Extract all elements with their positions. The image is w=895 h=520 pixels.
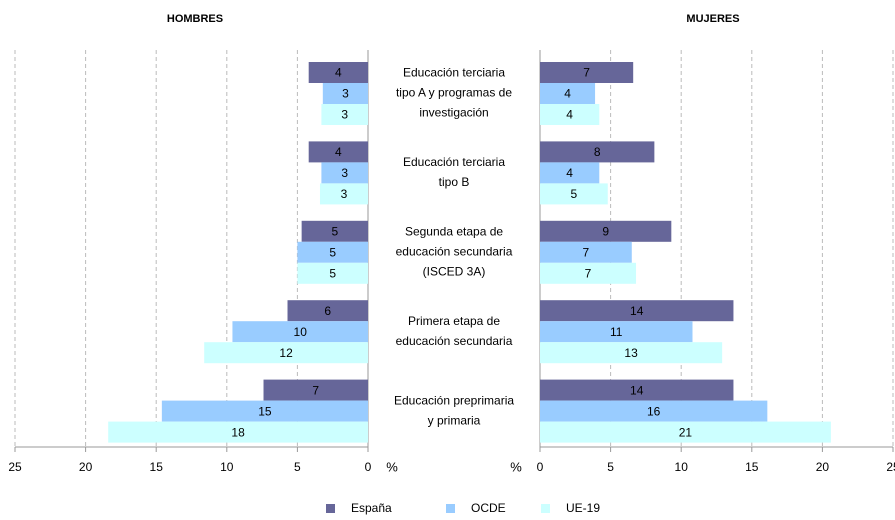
- category-label: Educación preprimaria: [394, 393, 514, 407]
- category-label: Educación terciaria: [403, 66, 505, 80]
- bar: [308, 62, 368, 83]
- value-label: 10: [294, 325, 308, 339]
- bar: [540, 220, 672, 242]
- value-label: 7: [312, 383, 319, 397]
- bar: [308, 141, 368, 163]
- bar: [540, 342, 723, 364]
- bar: [263, 379, 368, 401]
- bar: [301, 220, 368, 242]
- value-label: 14: [630, 383, 644, 397]
- value-label: 13: [624, 346, 638, 360]
- bar: [540, 300, 734, 322]
- category-label: Educación terciaria: [403, 155, 505, 169]
- x-tick-label: 0: [537, 460, 544, 474]
- bar: [540, 400, 768, 422]
- bar: [232, 321, 368, 343]
- bar: [540, 321, 693, 343]
- value-label: 3: [341, 166, 348, 180]
- bar: [540, 421, 831, 443]
- bar: [540, 162, 600, 184]
- value-label: 4: [566, 108, 573, 122]
- bar: [540, 241, 632, 263]
- value-label: 7: [585, 266, 592, 280]
- legend-swatch: [446, 504, 455, 513]
- legend-swatch: [541, 504, 550, 513]
- x-tick-label: 15: [745, 460, 759, 474]
- value-label: 7: [583, 245, 590, 259]
- x-tick-label: 25: [8, 460, 22, 474]
- value-label: 5: [329, 266, 336, 280]
- x-tick-label: 10: [220, 460, 234, 474]
- bar: [540, 262, 637, 284]
- bar: [204, 342, 368, 364]
- category-label: investigación: [419, 106, 488, 120]
- value-label: 15: [258, 404, 272, 418]
- bar: [297, 241, 368, 263]
- bar: [540, 141, 655, 163]
- value-label: 16: [647, 404, 661, 418]
- value-label: 14: [630, 304, 644, 318]
- x-tick-label: 10: [675, 460, 689, 474]
- category-label: educación secundaria: [396, 244, 513, 258]
- value-label: 4: [566, 166, 573, 180]
- bar: [540, 104, 600, 125]
- x-tick-label: 0: [365, 460, 372, 474]
- value-label: 5: [331, 224, 338, 238]
- bar: [540, 379, 734, 401]
- value-label: 4: [564, 87, 571, 101]
- bar: [322, 83, 368, 104]
- bar: [161, 400, 368, 422]
- legend-label: OCDE: [471, 501, 506, 515]
- category-label: (ISCED 3A): [423, 264, 486, 278]
- value-label: 12: [279, 346, 293, 360]
- value-label: 6: [324, 304, 331, 318]
- bar: [540, 62, 634, 83]
- panel-title: MUJERES: [686, 13, 739, 25]
- bar: [540, 183, 608, 205]
- value-label: 3: [342, 87, 349, 101]
- bar: [287, 300, 368, 322]
- x-tick-label: 20: [79, 460, 93, 474]
- bar: [319, 183, 368, 205]
- category-label: tipo B: [439, 175, 470, 189]
- x-tick-label: 15: [150, 460, 164, 474]
- category-label: Segunda etapa de: [405, 224, 503, 238]
- category-label: tipo A y programas de: [396, 86, 512, 100]
- value-label: 7: [583, 66, 590, 80]
- legend-label: UE-19: [566, 501, 600, 515]
- value-label: 18: [231, 425, 245, 439]
- value-label: 21: [679, 425, 693, 439]
- bar: [321, 104, 368, 125]
- x-tick-label: 20: [816, 460, 830, 474]
- value-label: 4: [335, 145, 342, 159]
- category-label: Primera etapa de: [408, 314, 500, 328]
- value-label: 5: [571, 187, 578, 201]
- bar: [297, 262, 368, 284]
- value-label: 3: [341, 108, 348, 122]
- bar: [108, 421, 368, 443]
- legend-swatch: [326, 504, 335, 513]
- bar: [321, 162, 368, 184]
- panel-title: HOMBRES: [167, 13, 223, 25]
- legend-label: España: [351, 501, 392, 515]
- x-tick-label: 25: [886, 460, 895, 474]
- value-label: 5: [329, 245, 336, 259]
- category-label: educación secundaria: [396, 334, 513, 348]
- x-tick-label: 5: [607, 460, 614, 474]
- x-tick-label: 5: [294, 460, 301, 474]
- x-unit: %: [386, 459, 398, 474]
- value-label: 9: [602, 224, 609, 238]
- x-unit: %: [510, 459, 522, 474]
- value-label: 3: [341, 187, 348, 201]
- value-label: 8: [594, 145, 601, 159]
- bar: [540, 83, 596, 104]
- value-label: 11: [610, 325, 623, 339]
- value-label: 4: [335, 66, 342, 80]
- category-label: y primaria: [428, 413, 481, 427]
